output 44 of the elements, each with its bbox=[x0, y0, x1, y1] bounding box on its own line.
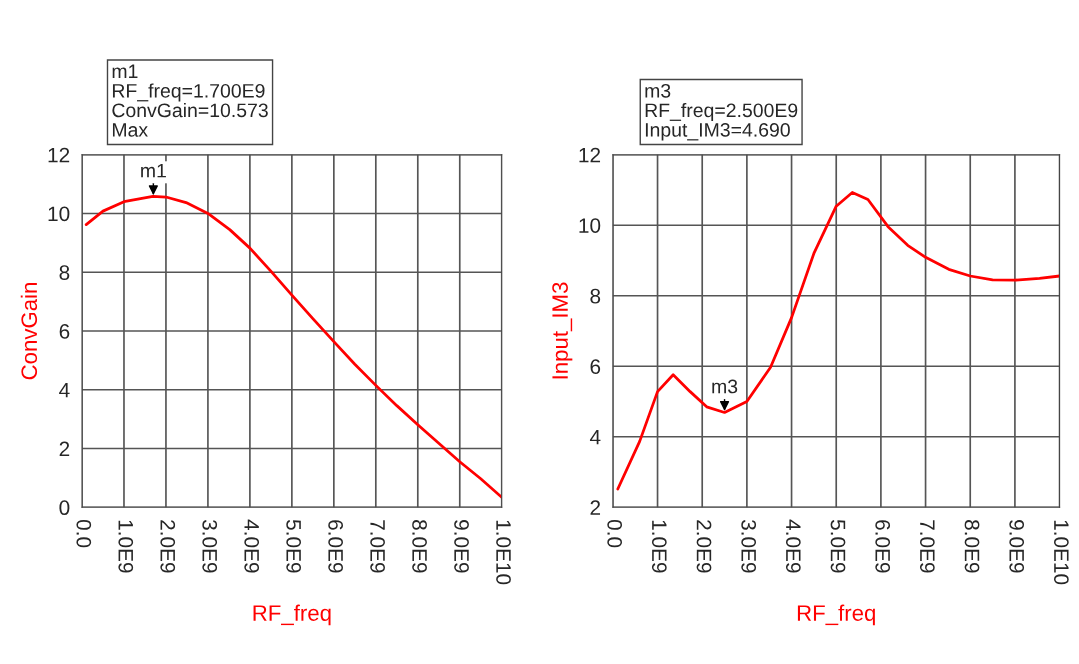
y-tick-label: 8 bbox=[590, 288, 601, 304]
y-tick-label: 12 bbox=[579, 147, 601, 163]
x-tick-label: 1.0E9 bbox=[118, 520, 134, 573]
x-tick-label: 2.0E9 bbox=[160, 520, 176, 573]
x-axis-title: RF_freq bbox=[253, 604, 331, 626]
x-tick-label: 3.0E9 bbox=[741, 519, 757, 573]
x-tick-label: 8.0E9 bbox=[412, 520, 427, 573]
x-tick-label: 2.0E9 bbox=[696, 520, 712, 573]
y-tick-label: 4 bbox=[59, 382, 70, 398]
x-tick-label: 9.0E9 bbox=[454, 520, 469, 573]
x-tick-label: 4.0E9 bbox=[785, 519, 801, 573]
text: m1 RF_freq=1.700E9 ConvGain=10.573 Max bbox=[112, 64, 268, 137]
x-tick-label: 1.0E10 bbox=[1053, 520, 1069, 585]
x-tick-label: 7.0E9 bbox=[919, 520, 935, 573]
x-tick-label: 1.0E9 bbox=[651, 520, 667, 573]
annotation: m3 bbox=[712, 379, 738, 394]
y-tick-label: 6 bbox=[590, 359, 601, 375]
y-axis-title: ConvGain bbox=[20, 283, 38, 380]
x-tick-label: 0.0 bbox=[76, 519, 92, 548]
y-tick-label: 2 bbox=[590, 500, 601, 515]
y-tick-label: 2 bbox=[59, 441, 70, 457]
x-tick-label: 6.0E9 bbox=[328, 520, 343, 573]
line-series bbox=[616, 191, 1060, 491]
y-tick-label: 10 bbox=[579, 218, 601, 233]
x-tick-label: 6.0E9 bbox=[875, 520, 891, 573]
y-tick-label: 12 bbox=[48, 147, 70, 163]
y-tick-label: 4 bbox=[589, 430, 601, 445]
x-tick-label: 3.0E9 bbox=[202, 519, 218, 573]
x-tick-label: 4.0E9 bbox=[244, 519, 260, 573]
y-axis-title: Input_IM3 bbox=[552, 282, 573, 379]
y-tick-label: 0 bbox=[59, 500, 70, 516]
x-tick-label: 5.0E9 bbox=[286, 519, 302, 573]
text: m3 RF_freq=2.500E9 Input_IM3=4.690 bbox=[645, 83, 798, 141]
x-axis-title: RF_freq bbox=[797, 604, 875, 626]
y-tick-label: 8 bbox=[59, 265, 70, 280]
x-tick-label: 8.0E9 bbox=[964, 520, 980, 573]
x-tick-label: 0.0 bbox=[607, 519, 623, 548]
x-tick-label: 7.0E9 bbox=[370, 520, 385, 573]
x-tick-label: 5.0E9 bbox=[830, 519, 846, 573]
y-tick-label: 10 bbox=[48, 206, 70, 222]
x-tick-label: 9.0E9 bbox=[1009, 520, 1025, 573]
annotation: m1 bbox=[141, 163, 166, 178]
y-tick-label: 6 bbox=[59, 324, 70, 339]
x-tick-label: 1.0E10 bbox=[496, 520, 511, 585]
